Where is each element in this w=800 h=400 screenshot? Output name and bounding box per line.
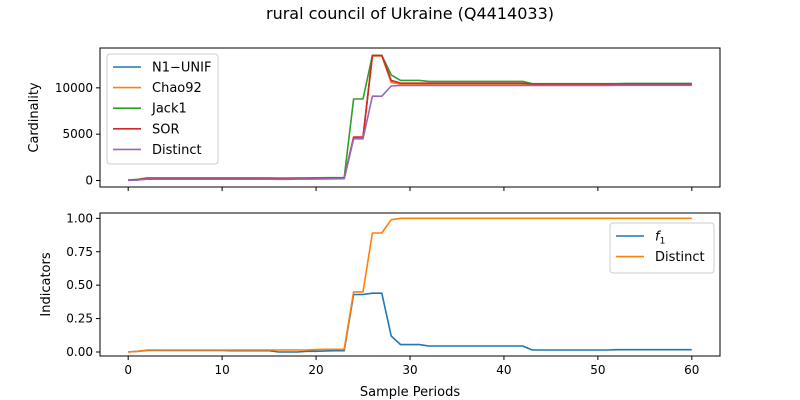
y-tick-label: 0 — [85, 174, 93, 188]
figure-title: rural council of Ukraine (Q4414033) — [266, 4, 554, 23]
series-line — [128, 292, 692, 353]
series-line — [128, 84, 692, 182]
y-tick-label: 0.50 — [66, 278, 93, 292]
x-tick-label: 60 — [684, 363, 699, 377]
cardinality-axes: 0 5000 10000 Cardinality N1−UNIF Chao92 Jack1 S… — [27, 47, 721, 191]
x-tick-label: 30 — [402, 363, 417, 377]
x-tick-label: 0 — [124, 363, 132, 377]
legend-label: f1 — [655, 230, 665, 247]
x-tick-label: 10 — [214, 363, 229, 377]
y-tick-label: 0.00 — [66, 345, 93, 359]
y-tick-label: 10000 — [55, 81, 93, 95]
x-tick-label: 50 — [590, 363, 605, 377]
legend-label: SOR — [152, 122, 180, 137]
legend-label: Distinct — [152, 143, 202, 158]
x-axis-label: Sample Periods — [360, 385, 460, 400]
legend-label: Distinct — [655, 250, 705, 265]
legend: f1 Distinct — [609, 222, 715, 274]
legend-frame — [106, 53, 219, 165]
indicators-axes: 0 10 20 30 40 50 60 0.00 0.25 0.50 0.75 1.00 Indicat… — [39, 211, 721, 377]
x-tick-label: 40 — [496, 363, 511, 377]
legend-label: Jack1 — [151, 102, 187, 117]
legend-label: N1−UNIF — [152, 61, 211, 76]
y-tick-label: 5000 — [62, 127, 93, 141]
x-tick-label: 20 — [308, 363, 323, 377]
y-axis-label: Cardinality — [27, 82, 42, 153]
y-tick-label: 0.75 — [66, 245, 93, 259]
y-axis-label: Indicators — [39, 252, 54, 316]
legend: N1−UNIF Chao92 Jack1 SOR Distinct — [106, 53, 219, 165]
legend-label: Chao92 — [152, 81, 202, 96]
y-tick-label: 0.25 — [66, 312, 93, 326]
series-line — [128, 217, 692, 353]
legend-frame — [609, 222, 715, 274]
y-tick-label: 1.00 — [66, 211, 93, 225]
